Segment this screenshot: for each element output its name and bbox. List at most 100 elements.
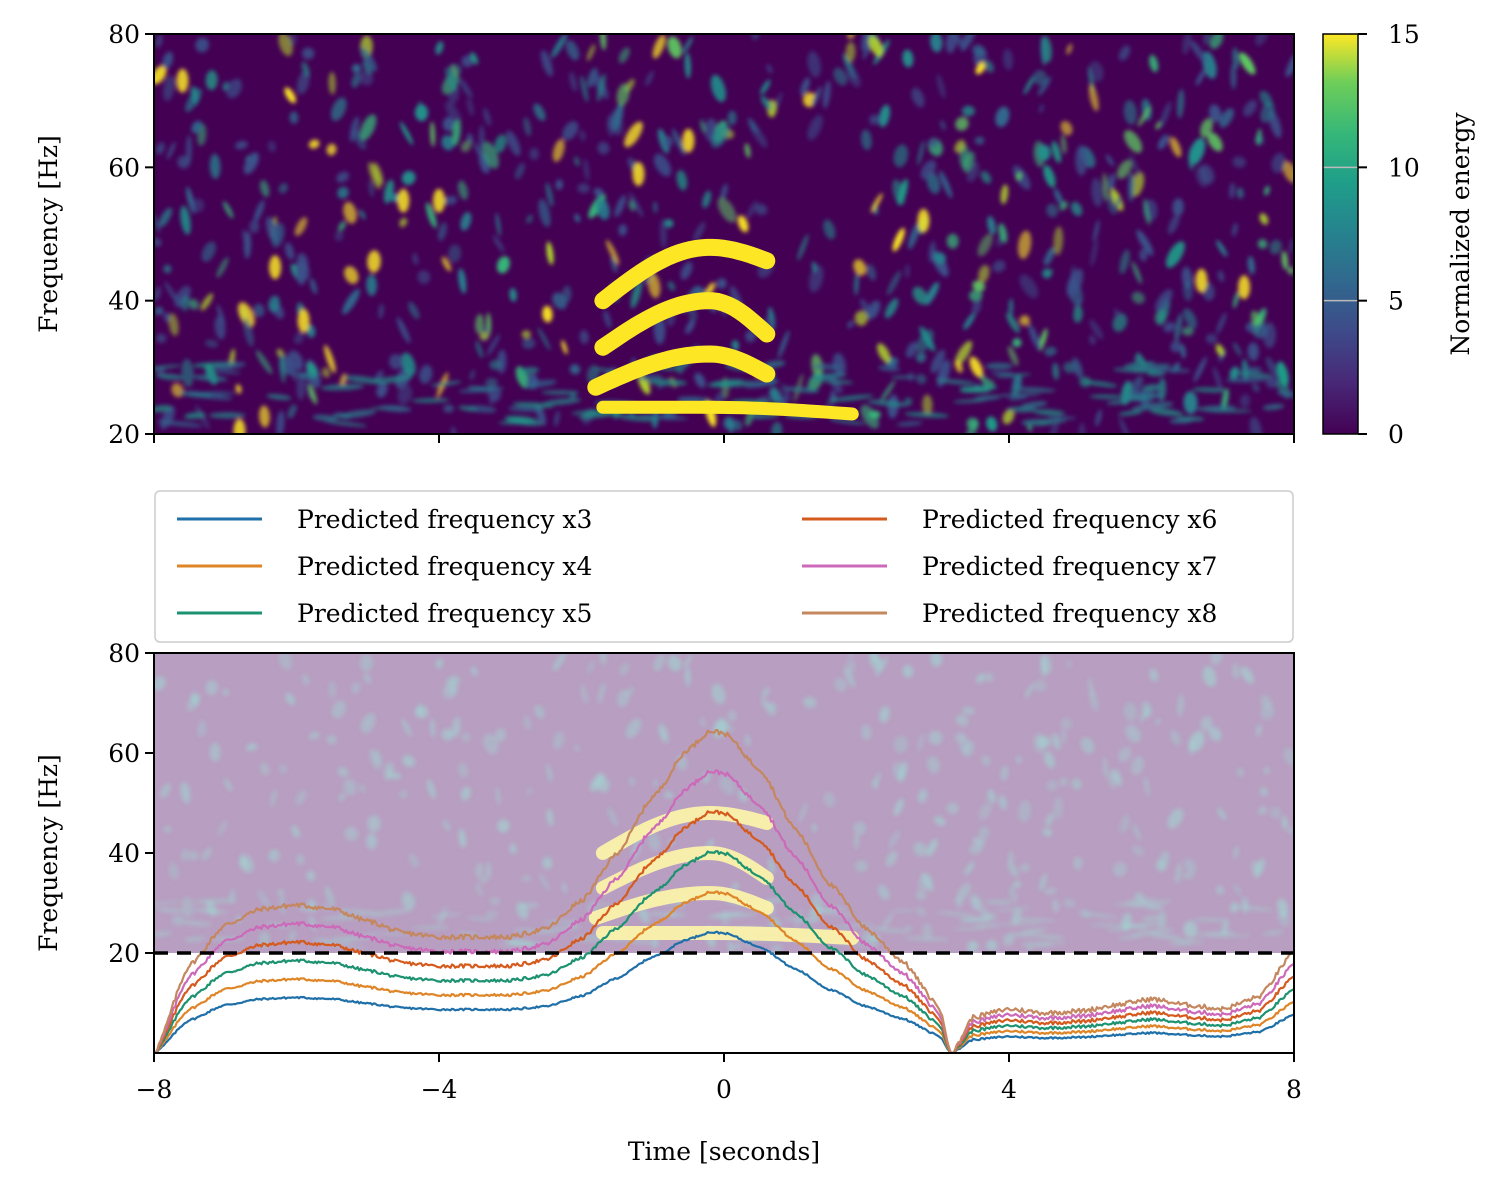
spectrogram-blob [326,143,337,156]
spectrogram-blob [554,410,560,427]
spectrogram-blob [1000,184,1009,205]
spectrogram-blob [401,352,416,377]
spectrogram-blob [1033,70,1047,86]
spectrogram-blob [351,73,361,89]
spectrogram-blob [700,119,706,134]
spectrogram-blob [216,257,229,278]
faded-blob [426,779,436,799]
spectrogram-blob [185,88,202,112]
spectrogram-blob [255,350,273,375]
spectrogram-blob [1256,128,1262,146]
spectrogram-blob [155,142,165,155]
spectrogram-blob [200,293,214,311]
legend-frame [154,490,1294,643]
spectrogram-blob [1037,144,1051,161]
spectrogram-blob [1053,188,1063,205]
spectrogram-blob [747,118,759,133]
spectrogram-blob [482,141,499,169]
spectrogram-blob [1119,249,1130,275]
faded-blob [1040,654,1047,677]
faded-blob [956,883,971,902]
faded-blob [306,870,316,881]
spectrogram-blob [302,47,315,60]
spectrogram-blob [412,398,450,403]
faded-blob [822,912,854,916]
spectrogram-blob [1070,265,1076,293]
spectrogram-blob [618,47,630,64]
spectrogram-blob [296,71,310,95]
spectrogram-blob [338,221,346,232]
spectrogram-blob [822,379,854,384]
faded-blob [370,908,413,916]
faded-blob [861,724,872,740]
spectrogram-blob [322,367,330,378]
faded-blob [401,891,416,910]
spectrogram-blob [506,130,521,156]
faded-blob [891,909,916,912]
faded-blob [1113,903,1159,908]
faded-blob [823,792,835,808]
spectrogram-blob [684,52,691,79]
spectrogram-blob [195,37,210,53]
spectrogram-blob [561,340,568,355]
spectrogram-blob [845,41,856,63]
faded-blob [539,873,550,891]
faded-blob [1196,931,1237,937]
spectrogram-blob [1129,153,1141,177]
spectrogram-blob [916,329,934,353]
spectrogram-blob [458,77,473,99]
spectrogram-blob [1046,268,1053,278]
spectrogram-blob [1172,198,1184,217]
x-tick-label: −8 [136,1075,173,1104]
spectrogram-blob [822,80,831,109]
faded-blob [653,778,658,788]
bright-spot [917,208,930,233]
spectrogram-blob [886,270,902,296]
spectrogram-blob [458,268,467,294]
spectrogram-blob [1174,313,1183,343]
faded-blob [997,922,1042,926]
spectrogram-blob [489,393,498,405]
spectrogram-blob [685,319,696,334]
spectrogram-blob [731,419,743,431]
spectrogram-blob [1239,52,1256,75]
spectrogram-blob [1060,134,1067,155]
faded-blob [1143,776,1150,797]
spectrogram-blob [710,74,726,103]
faded-blob [1089,690,1099,711]
spectrogram-blob [1106,399,1132,405]
spectrogram-blob [902,49,914,68]
colorbar-tick-label: 0 [1388,420,1404,449]
spectrogram-blob [1242,366,1262,374]
faded-blob [1208,726,1222,742]
spectrogram-blob [235,384,242,394]
spectrogram-blob [892,179,906,206]
spectrogram-blob [652,34,666,59]
faded-blob [224,778,233,792]
spectrogram-blob [1182,326,1194,336]
spectrogram-blob [1060,120,1073,136]
spectrogram-blob [367,250,381,273]
spectrogram-blob [435,41,444,55]
faded-blob [154,676,166,691]
prediction-plot-area [154,653,1294,1053]
faded-blob [973,923,1001,929]
spectrogram-blob [784,386,820,393]
faded-blob [1037,735,1051,749]
faded-blob [1118,747,1131,762]
spectrogram-blob [693,222,706,242]
faded-blob [181,849,190,861]
spectrogram-blob [746,200,758,219]
faded-blob [913,842,927,857]
spectrogram-blob [760,79,771,95]
faded-blob [600,653,607,666]
spectrogram-blob [861,129,872,151]
faded-blob [245,743,258,751]
faded-blob [308,731,320,740]
faded-blob [904,936,950,941]
spectrogram-blob [1287,266,1294,275]
spectrogram-blob [797,234,809,261]
faded-blob [648,911,687,917]
series-line [154,890,1294,1053]
spectrogram-blob [1118,410,1143,416]
